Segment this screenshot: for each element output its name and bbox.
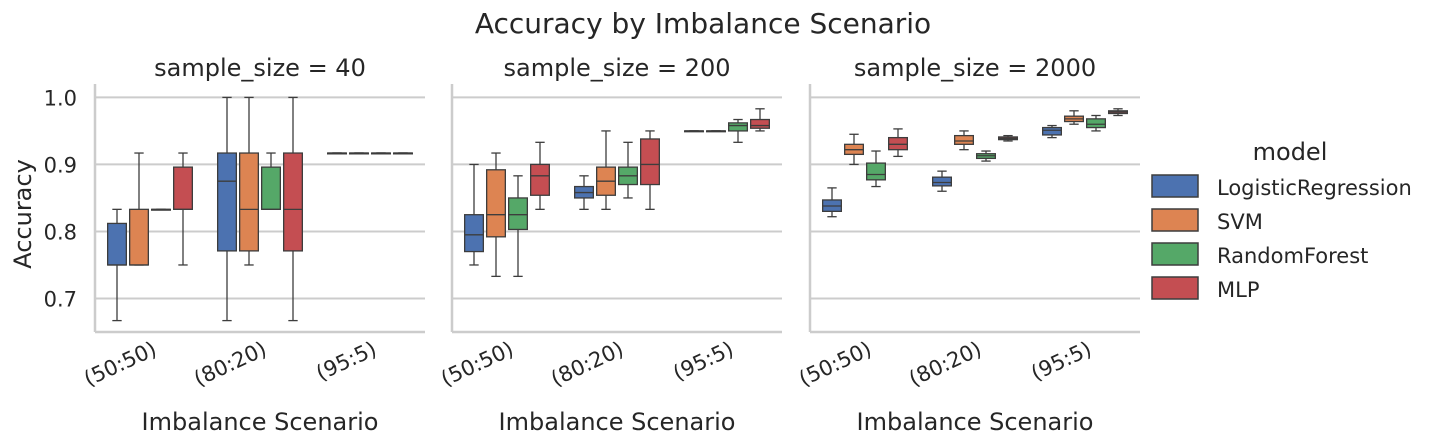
legend-title: model: [1253, 138, 1328, 166]
x-tick-label: (50:50): [80, 337, 160, 391]
x-tick-label: (80:20): [547, 337, 627, 391]
box-logisticregression: [107, 208, 128, 322]
facet-title: sample_size = 200: [504, 54, 731, 82]
facet-title: sample_size = 40: [154, 54, 366, 82]
box-randomforest: [507, 175, 528, 278]
facet-panel-3: sample_size = 2000 (50:50) (80:20) (95:5) Im…: [795, 54, 1140, 436]
box-body: [282, 152, 303, 252]
box-body: [750, 118, 771, 129]
box-logisticregression: [574, 175, 595, 210]
box-body: [238, 152, 259, 252]
box-randomforest: [150, 208, 171, 211]
x-tick-label: (95:5): [1027, 337, 1095, 386]
box-body: [260, 166, 281, 210]
box-body: [530, 163, 551, 196]
box-mlp: [888, 128, 909, 158]
legend-label-svm: SVM: [1217, 210, 1263, 234]
box-mlp: [282, 96, 303, 322]
box-body: [1042, 126, 1063, 136]
box-body: [1086, 118, 1107, 129]
x-tick-label: (95:5): [312, 337, 380, 386]
box-svm: [706, 130, 727, 133]
legend-label-randomforest: RandomForest: [1217, 244, 1368, 268]
box-mlp: [172, 152, 193, 266]
legend-label-mlp: MLP: [1217, 278, 1259, 302]
box-logisticregression: [463, 163, 484, 266]
box-logisticregression: [684, 130, 705, 133]
x-axis-label: Imbalance Scenario: [499, 408, 736, 436]
x-tick-label: (80:20): [190, 337, 270, 391]
box-body: [107, 222, 128, 266]
box-randomforest: [370, 152, 391, 155]
legend: model LogisticRegression SVM RandomForest M…: [1151, 138, 1412, 302]
box-body: [172, 166, 193, 210]
box-randomforest: [1086, 114, 1107, 132]
box-svm: [1064, 110, 1085, 125]
x-tick-label: (80:20): [905, 337, 985, 391]
box-body: [932, 176, 953, 187]
box-body: [485, 169, 506, 238]
box-randomforest: [976, 150, 997, 162]
facet-panel-1: 0.7 0.8 0.9 1.0 sample_size = 40 (50:50) (80:2…: [44, 54, 425, 436]
y-tick-label: 0.8: [44, 220, 77, 244]
box-randomforest: [728, 118, 749, 143]
y-tick-label: 1.0: [44, 86, 77, 110]
box-body: [888, 136, 909, 151]
box-randomforest: [618, 141, 639, 199]
x-axis-label: Imbalance Scenario: [142, 408, 379, 436]
box-logisticregression: [1042, 124, 1063, 139]
legend-swatch-randomforest: [1151, 242, 1199, 266]
box-mlp: [1108, 108, 1129, 117]
box-svm: [238, 96, 259, 266]
box-mlp: [640, 130, 661, 210]
y-tick-label: 0.9: [44, 153, 77, 177]
box-randomforest: [866, 150, 887, 188]
box-svm: [844, 133, 865, 166]
box-svm: [128, 152, 149, 266]
facet-panels: 0.7 0.8 0.9 1.0 sample_size = 40 (50:50) (80:2…: [44, 54, 1140, 436]
box-body: [463, 214, 484, 253]
x-tick-label: (50:50): [795, 337, 875, 391]
facet-title: sample_size = 2000: [854, 54, 1096, 82]
box-mlp: [998, 134, 1019, 142]
box-mlp: [750, 108, 771, 132]
box-body: [728, 122, 749, 132]
legend-swatch-mlp: [1151, 276, 1199, 300]
box-svm: [954, 130, 975, 151]
box-logisticregression: [932, 170, 953, 192]
box-svm: [348, 152, 369, 155]
box-svm: [596, 130, 617, 210]
box-randomforest: [260, 152, 281, 210]
box-body: [640, 138, 661, 186]
box-mlp: [392, 152, 413, 155]
x-tick-label: (50:50): [437, 337, 517, 391]
box-body: [216, 152, 237, 252]
legend-swatch-logisticregression: [1151, 174, 1199, 198]
y-tick-label: 0.7: [44, 287, 77, 311]
figure-title: Accuracy by Imbalance Scenario: [475, 7, 931, 40]
box-logisticregression: [216, 96, 237, 322]
legend-swatch-svm: [1151, 208, 1199, 232]
box-mlp: [530, 141, 551, 210]
x-axis-label: Imbalance Scenario: [857, 408, 1094, 436]
box-body: [507, 197, 528, 231]
box-logisticregression: [822, 187, 843, 218]
box-svm: [485, 152, 506, 278]
legend-label-logisticregression: LogisticRegression: [1217, 176, 1412, 200]
x-tick-label: (95:5): [669, 337, 737, 386]
box-body: [866, 162, 887, 181]
y-axis-label: Accuracy: [9, 159, 37, 269]
box-body: [954, 134, 975, 145]
box-logisticregression: [326, 152, 347, 155]
facet-panel-2: sample_size = 200 (50:50) (80:20) (95:5) Imb…: [437, 54, 782, 436]
box-body: [128, 208, 149, 266]
